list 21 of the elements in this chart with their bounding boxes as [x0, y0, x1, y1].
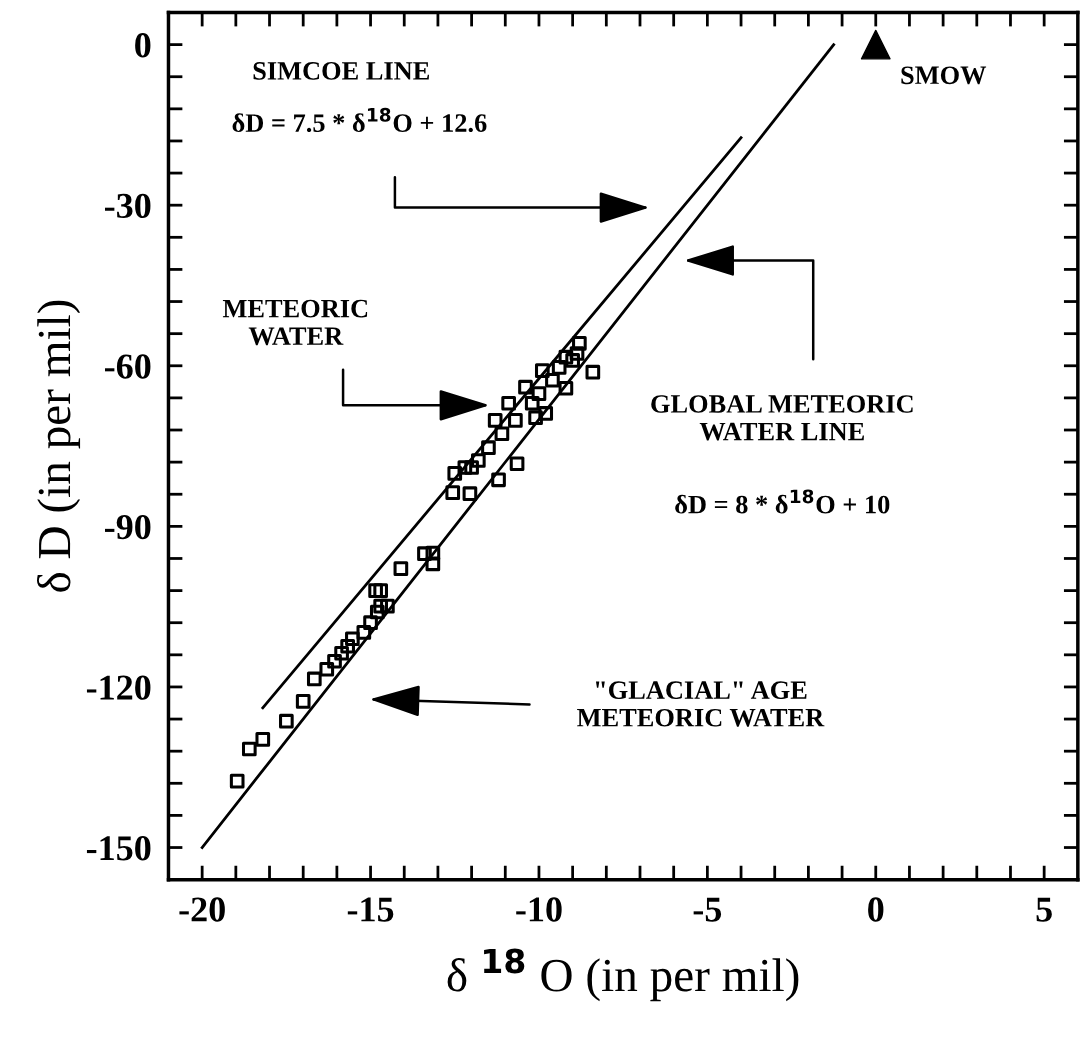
y-tick-label: -30: [105, 193, 151, 219]
annotation: δD = 8 * δ$^{18}$O + 10: [675, 489, 890, 514]
y-tick-label: -150: [86, 836, 151, 861]
annotation: "GLACIAL" AGE METEORIC WATER: [577, 681, 825, 727]
annotation: GLOBAL METEORIC WATER LINE: [651, 395, 913, 441]
y-axis-title: δ D (in per mil): [37, 300, 81, 592]
annotation: SIMCOE LINE: [253, 62, 429, 80]
x-tick-label: -5: [693, 897, 722, 922]
y-tick-label: -90: [105, 514, 151, 540]
x-tick-label: -20: [179, 897, 225, 922]
annotation: METEORIC WATER: [222, 299, 368, 346]
x-tick-label: 0: [868, 897, 884, 922]
y-tick-label: -120: [86, 675, 151, 700]
annotation: SMOW: [901, 66, 987, 85]
x-tick-label: -15: [347, 897, 394, 922]
annotation: δD = 7.5 * δ$^{18}$O + 12.6: [232, 107, 487, 133]
y-tick-label: -60: [105, 354, 151, 379]
x-axis-title: δ $^{18}$ O (in per mil): [447, 948, 799, 1002]
x-tick-label: -10: [516, 897, 562, 922]
y-tick-label: 0: [135, 33, 151, 58]
x-tick-label: 5: [1036, 897, 1052, 922]
